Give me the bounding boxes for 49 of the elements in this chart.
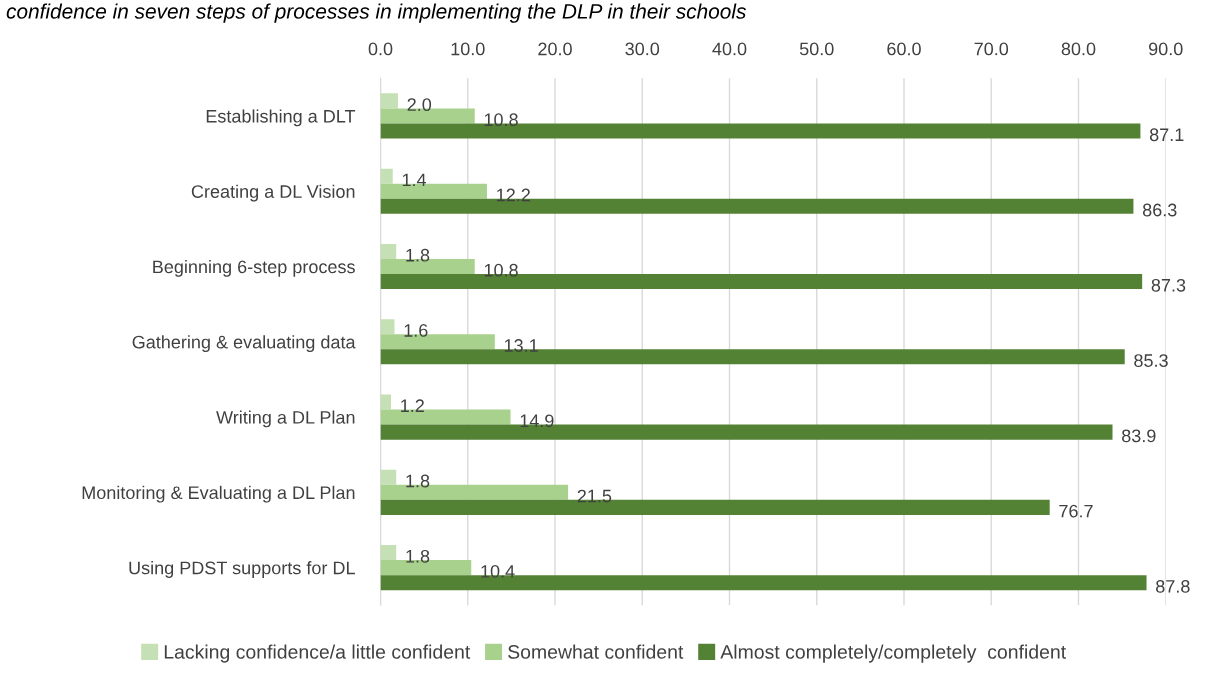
data-label: 1.8 xyxy=(406,474,430,488)
data-label: 2.0 xyxy=(407,98,432,112)
data-label: 21.5 xyxy=(577,489,612,503)
data-label: 83.9 xyxy=(1122,429,1156,443)
x-tick-label: 90.0 xyxy=(1149,42,1183,56)
x-tick-label: 70.0 xyxy=(974,42,1009,56)
bar xyxy=(380,319,395,335)
y-tick-label: Creating a DL Vision xyxy=(191,184,355,202)
bar xyxy=(380,469,397,485)
data-label: 1.4 xyxy=(402,173,427,187)
bar xyxy=(380,93,398,109)
y-tick-label: Gathering & evaluating data xyxy=(132,335,356,353)
y-tick-label: Writing a DL Plan xyxy=(216,410,355,428)
x-tick-label: 40.0 xyxy=(712,42,747,56)
bar xyxy=(380,168,393,184)
bar xyxy=(380,243,397,259)
data-label: 1.6 xyxy=(404,324,428,337)
data-label: 1.8 xyxy=(406,248,430,262)
data-label: 87.3 xyxy=(1151,278,1186,292)
x-tick-label: 0.0 xyxy=(368,42,393,56)
legend-label: Somewhat confident xyxy=(508,644,684,659)
y-tick-label: Establishing a DLT xyxy=(206,109,356,127)
data-label: 10.8 xyxy=(484,263,518,277)
x-tick-label: 60.0 xyxy=(887,42,921,56)
y-tick-label: Beginning 6-step process xyxy=(153,259,355,277)
chart-title: confidence in seven steps of processes in implementing the DLP in their schools xyxy=(6,3,746,23)
data-label: 1.8 xyxy=(406,549,430,563)
data-label: 85.3 xyxy=(1134,354,1168,367)
x-tick-label: 10.0 xyxy=(451,42,485,56)
x-tick-label: 20.0 xyxy=(538,42,572,56)
y-tick-label: Using PDST supports for DL xyxy=(129,561,355,578)
x-tick-label: 30.0 xyxy=(625,42,660,56)
data-label: 10.4 xyxy=(481,564,515,578)
data-label: 1.2 xyxy=(401,399,424,412)
legend-label: Lacking confidence/a little confident xyxy=(164,644,471,663)
legend-label: Almost completely/completely confident xyxy=(720,644,1066,663)
data-label: 76.7 xyxy=(1059,504,1093,518)
bar xyxy=(380,545,397,561)
data-label: 12.2 xyxy=(497,188,530,202)
data-label: 10.8 xyxy=(484,113,518,127)
x-tick-label: 50.0 xyxy=(799,42,834,56)
data-label: 86.3 xyxy=(1142,203,1177,217)
data-label: 14.9 xyxy=(520,414,554,428)
data-label: 13.1 xyxy=(504,339,538,352)
bar xyxy=(380,394,391,410)
data-label: 87.1 xyxy=(1149,128,1184,142)
y-tick-label: Monitoring & Evaluating a DL Plan xyxy=(82,485,355,503)
data-label: 87.8 xyxy=(1156,579,1190,593)
x-tick-label: 80.0 xyxy=(1061,42,1096,56)
